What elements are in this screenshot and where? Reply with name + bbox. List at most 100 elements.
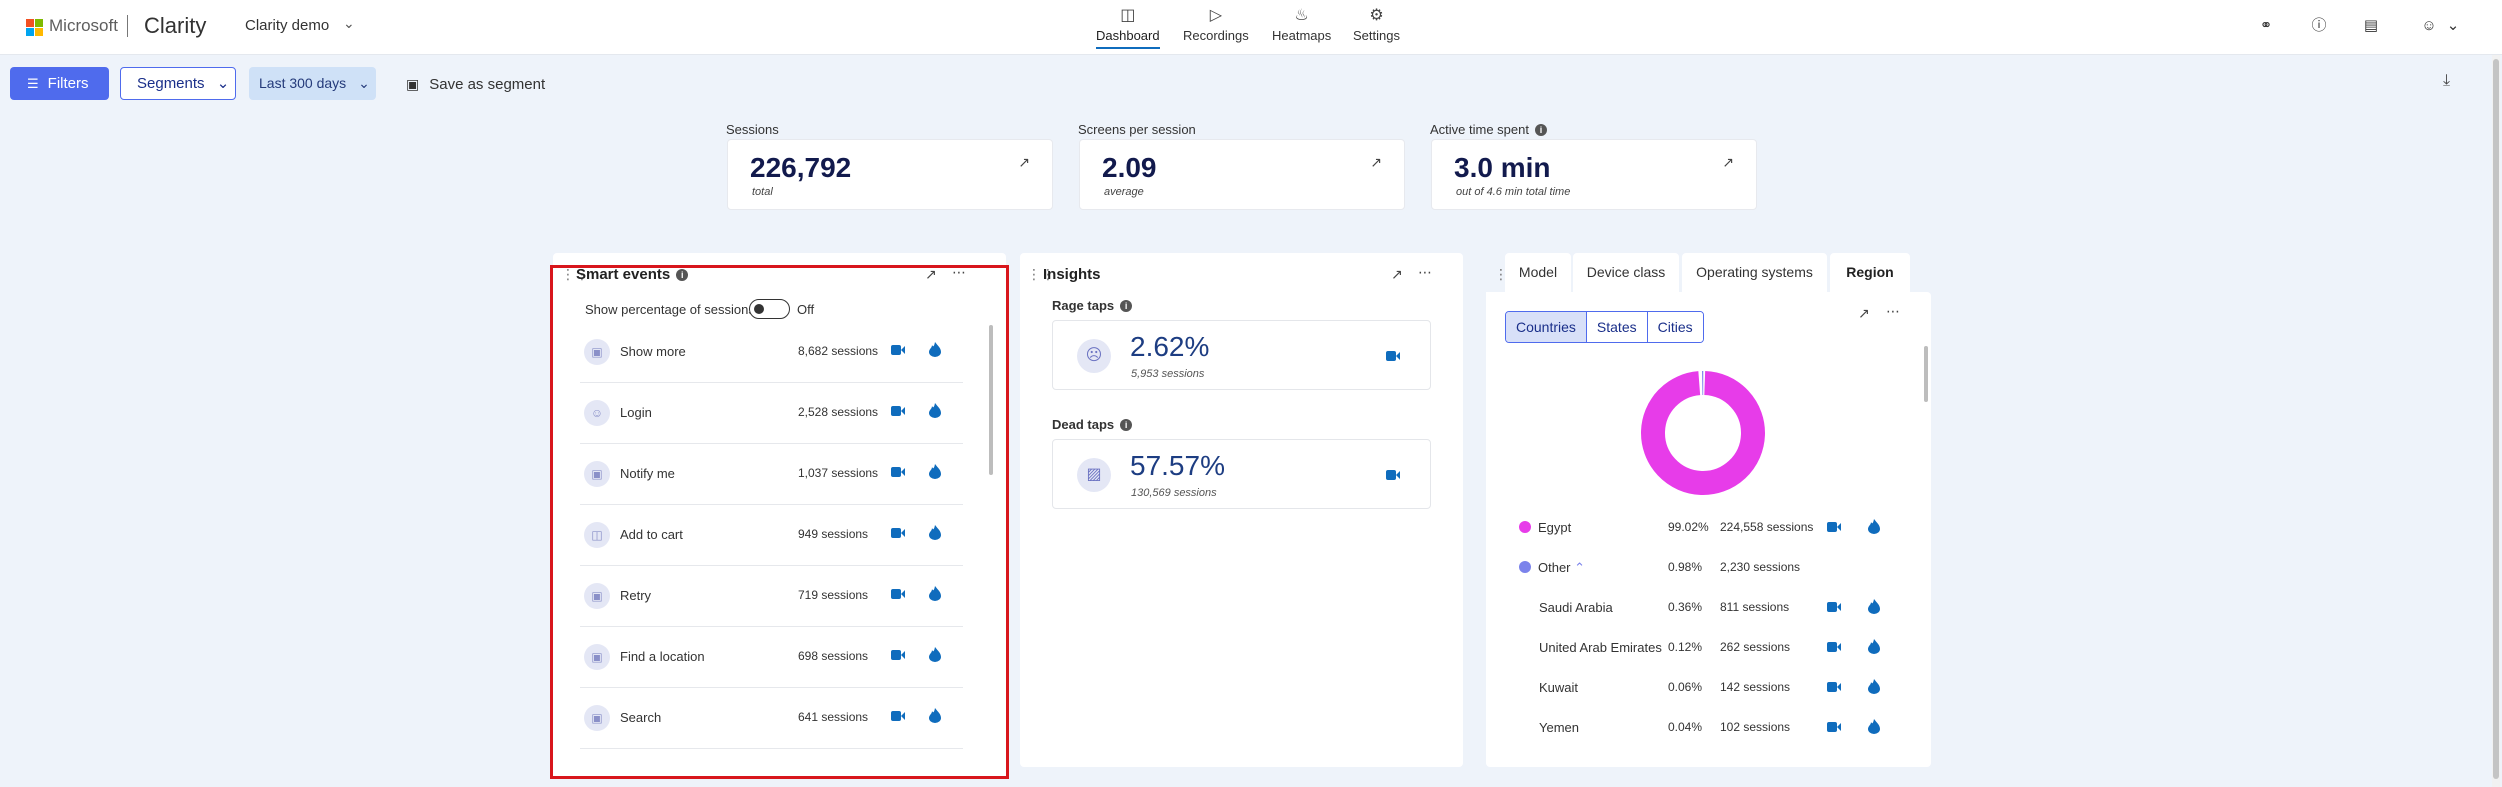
tab-operating-systems[interactable]: Operating systems <box>1682 253 1827 292</box>
chart-icon[interactable]: ↗ <box>1722 154 1734 170</box>
smart-event-row[interactable]: ▣ Notify me 1,037 sessions <box>580 444 963 505</box>
recording-icon[interactable] <box>891 527 905 539</box>
brand-clarity[interactable]: Clarity <box>144 13 207 38</box>
region-row[interactable]: Yemen 0.04% 102 sessions <box>1516 718 1916 738</box>
nav-dashboard[interactable]: ◫ Dashboard <box>1096 4 1160 49</box>
heatmap-icon[interactable] <box>1868 679 1880 694</box>
chart-icon[interactable]: ↗ <box>1391 266 1403 282</box>
segments-button[interactable]: Segments ⌄ <box>120 67 236 100</box>
save-icon: ▣ <box>406 76 420 92</box>
chart-icon[interactable]: ↗ <box>1018 154 1030 170</box>
heatmap-icon[interactable] <box>1868 719 1880 734</box>
kpi-screens-card: 2.09 average ↗ <box>1079 139 1405 210</box>
rage-taps-value: 2.62% <box>1130 331 1210 362</box>
heatmap-icon[interactable] <box>929 464 941 479</box>
more-options-icon[interactable]: ⋯ <box>1886 303 1900 319</box>
recording-icon[interactable] <box>891 405 905 417</box>
info-icon[interactable]: i <box>1535 124 1547 136</box>
heatmap-icon[interactable] <box>929 586 941 601</box>
recording-icon[interactable] <box>891 710 905 722</box>
tab-model[interactable]: Model <box>1505 253 1571 292</box>
more-options-icon[interactable]: ⋯ <box>1418 264 1432 280</box>
region-row[interactable]: Saudi Arabia 0.36% 811 sessions <box>1516 598 1916 618</box>
recording-icon[interactable] <box>1827 641 1841 653</box>
recording-icon[interactable] <box>1386 350 1400 362</box>
kpi-sessions-label: Sessions <box>726 122 779 137</box>
recording-icon[interactable] <box>1386 469 1400 481</box>
rage-taps-sessions: 5,953 sessions <box>1131 368 1205 380</box>
region-row[interactable]: Other ⌃ 0.98% 2,230 sessions <box>1516 558 1916 578</box>
heatmap-icon[interactable] <box>929 647 941 662</box>
heatmap-icon[interactable] <box>929 708 941 723</box>
smart-event-row[interactable]: ▣ Find a location 698 sessions <box>580 627 963 688</box>
download-icon[interactable]: ⤓ <box>2443 72 2451 89</box>
save-as-segment-button[interactable]: ▣ Save as segment <box>406 76 545 93</box>
region-sessions: 2,230 sessions <box>1720 560 1801 574</box>
recording-icon[interactable] <box>891 344 905 356</box>
chevron-up-icon[interactable]: ⌃ <box>1574 560 1586 575</box>
heatmap-icon[interactable] <box>929 525 941 540</box>
smart-events-scrollbar[interactable] <box>989 325 993 475</box>
recording-icon[interactable] <box>891 466 905 478</box>
drag-handle-icon[interactable]: ⋮⋮ <box>561 266 589 282</box>
recording-icon[interactable] <box>1827 681 1841 693</box>
click-event-icon: ▣ <box>584 644 610 670</box>
more-options-icon[interactable]: ⋯ <box>952 264 966 280</box>
document-icon[interactable]: ▤ <box>2363 17 2379 34</box>
heatmap-icon[interactable] <box>929 403 941 418</box>
project-selector[interactable]: Clarity demo <box>245 17 330 34</box>
info-icon[interactable]: i <box>1120 300 1133 312</box>
scrollbar-thumb[interactable] <box>2493 59 2499 779</box>
share-icon[interactable]: ⚭ <box>2259 17 2273 34</box>
smart-event-row[interactable]: ◫ Add to cart 949 sessions <box>580 505 963 566</box>
region-row[interactable]: United Arab Emirates 0.12% 262 sessions <box>1516 638 1916 658</box>
smart-event-row[interactable]: ▣ Retry 719 sessions <box>580 566 963 627</box>
info-icon[interactable]: i <box>676 269 689 281</box>
chart-icon[interactable]: ↗ <box>1370 154 1382 170</box>
region-row[interactable]: Egypt 99.02% 224,558 sessions <box>1516 518 1916 538</box>
dead-taps-card[interactable]: ▨ 57.57% 130,569 sessions <box>1052 439 1431 509</box>
heatmap-icon[interactable] <box>1868 599 1880 614</box>
video-icon: ▷ <box>1209 7 1223 24</box>
heatmap-icon[interactable] <box>929 342 941 357</box>
account-icon[interactable]: ☺ <box>2421 17 2437 34</box>
recording-icon[interactable] <box>1827 521 1841 533</box>
region-scrollbar[interactable] <box>1924 346 1928 402</box>
user-event-icon: ☺ <box>584 400 610 426</box>
chevron-down-icon[interactable]: ⌄ <box>343 15 355 31</box>
cart-icon: ◫ <box>584 522 610 548</box>
heatmap-icon[interactable] <box>1868 519 1880 534</box>
tab-region[interactable]: Region <box>1830 253 1910 292</box>
recording-icon[interactable] <box>891 588 905 600</box>
donut-slice-egypt[interactable] <box>1641 371 1765 495</box>
chart-icon[interactable]: ↗ <box>925 266 937 282</box>
smart-event-row[interactable]: ▣ Search 641 sessions <box>580 688 963 749</box>
region-row[interactable]: Kuwait 0.06% 142 sessions <box>1516 678 1916 698</box>
heatmap-icon[interactable] <box>1868 639 1880 654</box>
nav-heatmaps[interactable]: ♨ Heatmaps <box>1272 4 1331 43</box>
segment-countries[interactable]: Countries <box>1506 312 1587 342</box>
chevron-down-icon[interactable]: ⌄ <box>2446 17 2460 34</box>
smart-event-row[interactable]: ▣ Show more 8,682 sessions <box>580 322 963 383</box>
nav-settings[interactable]: ⚙ Settings <box>1353 4 1400 43</box>
smart-event-name: Login <box>620 405 652 420</box>
recording-icon[interactable] <box>1827 721 1841 733</box>
segment-states[interactable]: States <box>1586 312 1648 342</box>
show-percentage-toggle[interactable] <box>749 299 790 319</box>
help-icon[interactable]: ⓘ <box>2311 17 2327 34</box>
chart-icon[interactable]: ↗ <box>1858 305 1870 321</box>
date-range-button[interactable]: Last 300 days ⌄ <box>249 67 376 100</box>
smart-event-count: 949 sessions <box>798 527 869 541</box>
segment-cities[interactable]: Cities <box>1647 312 1703 342</box>
info-icon[interactable]: i <box>1120 419 1133 431</box>
smart-event-row[interactable]: ☺ Login 2,528 sessions <box>580 383 963 444</box>
page-scrollbar[interactable] <box>2492 55 2500 787</box>
nav-recordings[interactable]: ▷ Recordings <box>1183 4 1249 43</box>
top-bar: Microsoft Clarity Clarity demo ⌄ ◫ Dashb… <box>0 0 2502 55</box>
recording-icon[interactable] <box>1827 601 1841 613</box>
drag-handle-icon[interactable]: ⋮⋮ <box>1027 266 1055 282</box>
filters-button[interactable]: ☰ Filters <box>10 67 109 100</box>
rage-taps-card[interactable]: ☹ 2.62% 5,953 sessions <box>1052 320 1431 390</box>
tab-device-class[interactable]: Device class <box>1573 253 1679 292</box>
recording-icon[interactable] <box>891 649 905 661</box>
